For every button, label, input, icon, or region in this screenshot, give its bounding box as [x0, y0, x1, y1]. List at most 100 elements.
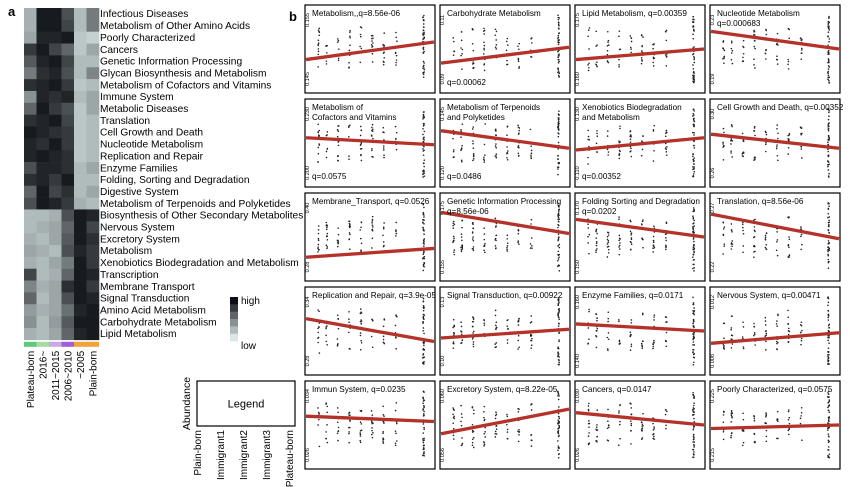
scatter-point — [422, 213, 425, 216]
panel-q-label: q=8.56e-06 — [447, 207, 489, 216]
scatter-point — [359, 320, 362, 323]
scatter-point — [530, 149, 533, 152]
scatter-point — [606, 30, 609, 33]
scatter-point — [722, 343, 725, 346]
scatter-point — [587, 422, 590, 425]
scatter-point — [742, 441, 745, 444]
heatmap-cell — [61, 209, 75, 222]
scatter-point — [348, 61, 350, 64]
scatter-point — [607, 349, 609, 352]
scatter-point — [596, 319, 598, 322]
heatmap-cell — [61, 292, 75, 305]
scatter-point — [359, 433, 362, 436]
scatter-point — [828, 81, 830, 84]
scatter-point — [530, 157, 533, 160]
scatter-point — [665, 410, 668, 413]
scatter-point — [606, 348, 609, 350]
scatter-point — [494, 145, 497, 147]
heatmap-cell — [36, 102, 50, 115]
scatter-point — [776, 239, 779, 241]
scatter-point — [472, 341, 475, 343]
scatter-point — [629, 134, 632, 136]
scatter-point — [629, 220, 632, 223]
scatter-point — [693, 396, 695, 398]
scatter-point — [595, 241, 598, 243]
scatter-point — [828, 115, 830, 117]
heatmap-cell — [24, 67, 37, 80]
scatter-point — [348, 223, 351, 226]
scatter-point — [641, 312, 644, 315]
scatter-point — [452, 341, 455, 343]
heatmap-column-label: 2011~2015 — [51, 350, 62, 400]
scatter-point — [827, 316, 829, 319]
heatmap-cell — [86, 233, 100, 246]
scatter-point — [483, 249, 485, 252]
scatter-point — [765, 58, 767, 60]
scatter-point — [730, 52, 733, 54]
regression-line — [305, 246, 435, 259]
scatter-point — [630, 51, 633, 54]
scatter-point — [348, 432, 350, 435]
scatter-point — [692, 428, 695, 431]
heatmap-cell — [49, 173, 62, 187]
scatter-point — [422, 38, 424, 40]
y-tick-label: 0.175 — [440, 201, 446, 215]
scatter-point — [653, 225, 655, 227]
scatter-point — [472, 67, 474, 69]
scatter-point — [753, 226, 756, 228]
scatter-point — [693, 267, 695, 269]
y-tick-label: 0.110 — [575, 166, 581, 179]
scatter-point — [495, 413, 498, 416]
scatter-point — [664, 54, 667, 56]
heatmap-cell — [86, 55, 100, 68]
y-tick-label: 0.160 — [575, 295, 581, 309]
scatter-point — [395, 230, 397, 233]
scatter-point — [505, 423, 508, 426]
scatter-point — [800, 148, 803, 150]
scatter-point — [395, 59, 398, 61]
scatter-point — [595, 334, 597, 337]
scatter-point — [827, 301, 830, 304]
scatter-point — [652, 247, 654, 250]
scatter-point — [827, 392, 829, 394]
scatter-point — [827, 79, 830, 82]
regression-line — [440, 45, 570, 65]
scatter-point — [692, 64, 694, 66]
scatter-point — [642, 340, 644, 343]
scatter-point — [483, 161, 486, 163]
scatter-point — [800, 321, 803, 324]
scatter-point — [618, 246, 620, 248]
scatter-point — [775, 249, 778, 252]
scatter-point — [317, 146, 320, 149]
scatter-point — [827, 454, 829, 457]
scatter-point — [460, 246, 462, 249]
heatmap-cell — [74, 304, 87, 317]
scatter-point — [494, 237, 497, 240]
scatter-point — [422, 317, 425, 320]
panel-title: Translation, q=8.56e-06 — [717, 197, 804, 206]
heatmap — [24, 8, 100, 341]
scatter-point — [317, 424, 319, 426]
scatter-point — [461, 219, 464, 222]
scatter-point — [336, 135, 339, 138]
scatter-point — [641, 313, 644, 316]
scatter-point — [827, 229, 830, 232]
heatmap-cell — [61, 327, 75, 341]
panel-frame — [439, 98, 571, 188]
scatter-point — [471, 238, 474, 240]
heatmap-row-label: Amino Acid Metabolism — [100, 305, 206, 316]
scatter-point — [359, 421, 362, 423]
scatter-point — [752, 236, 755, 239]
scatter-point — [595, 30, 597, 33]
scatter-point — [788, 37, 791, 40]
scatter-point — [517, 57, 520, 60]
heatmap-row-label: Poorly Characterized — [100, 33, 195, 44]
scatter-point — [618, 320, 620, 323]
scatter-point — [371, 429, 373, 432]
scatter-point — [422, 447, 425, 450]
scatter-point — [557, 421, 560, 424]
panel-title: and Metabolism — [582, 113, 640, 122]
scatter-point — [787, 138, 790, 140]
scatter-point — [722, 438, 725, 441]
